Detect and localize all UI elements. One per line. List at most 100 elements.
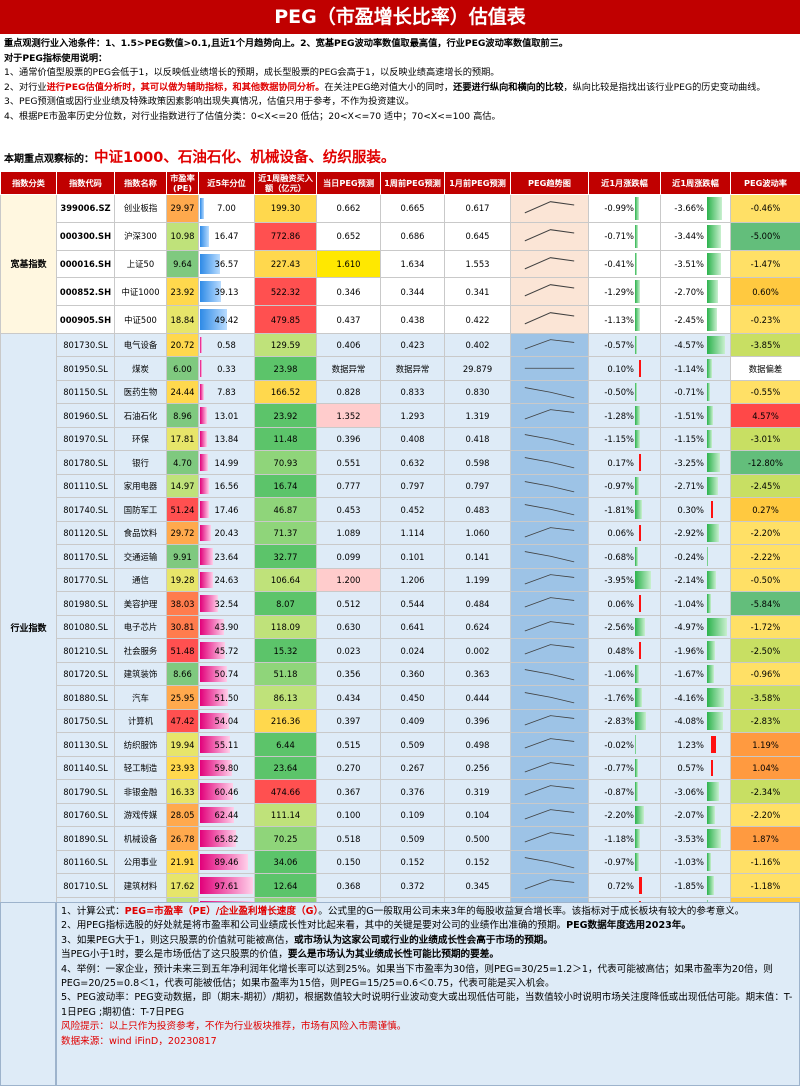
change-1w-value: -3.25% — [674, 457, 704, 468]
peg-today: 0.434 — [316, 685, 381, 710]
column-header: 指数分类 — [0, 171, 57, 195]
rise-bar — [639, 642, 641, 659]
peg-1m: 0.104 — [444, 802, 511, 828]
column-header: 1月前PEG预测 — [444, 171, 511, 195]
change-1w: -1.96% — [660, 638, 731, 663]
percentile-value: 16.47 — [214, 231, 239, 242]
peg-1w: 0.024 — [380, 638, 445, 663]
financing-amount: 16.74 — [254, 473, 317, 499]
percentile-bar — [200, 759, 233, 777]
peg-1w: 1.634 — [380, 249, 445, 279]
index-name: 电子芯片 — [114, 614, 167, 640]
peg-trend-cell — [510, 614, 589, 640]
peg-trend-line — [524, 434, 575, 446]
change-1m-value: -0.97% — [604, 481, 634, 492]
peg-1w: 0.452 — [380, 497, 445, 522]
change-1w-value: -1.67% — [674, 669, 704, 680]
change-1m: -1.29% — [588, 277, 661, 307]
percentile-cell: 55.11 — [198, 732, 255, 757]
peg-1w: 0.450 — [380, 685, 445, 710]
change-1w: -3.53% — [660, 826, 731, 851]
peg-trend-line — [524, 551, 575, 563]
change-1m: -1.28% — [588, 403, 661, 428]
peg-volatility: -3.58% — [730, 685, 800, 710]
change-1w: -3.66% — [660, 194, 731, 223]
index-name: 上证50 — [114, 249, 167, 279]
index-name: 建筑装饰 — [114, 661, 167, 687]
index-code: 801720.SL — [56, 661, 115, 687]
intro-line-4e: ，纵向比较是指找出该行业PEG的历史变动曲线。 — [563, 81, 766, 93]
peg-trend-line — [524, 857, 575, 869]
percentile-cell: 65.82 — [198, 826, 255, 851]
change-1m: -0.87% — [588, 779, 661, 804]
percentile-cell: 24.63 — [198, 567, 255, 593]
change-1w-value: -3.53% — [674, 833, 704, 844]
decline-bar — [635, 476, 639, 496]
decline-bar — [635, 335, 638, 355]
pe-value: 23.92 — [166, 277, 199, 307]
peg-today: 0.100 — [316, 802, 381, 828]
financing-amount: 70.25 — [254, 826, 317, 851]
peg-volatility: 4.57% — [730, 403, 800, 428]
financing-amount: 111.14 — [254, 802, 317, 828]
peg-volatility: -2.20% — [730, 802, 800, 828]
decline-bar — [635, 711, 647, 731]
index-code: 801160.SL — [56, 849, 115, 875]
percentile-cell: 0.58 — [198, 332, 255, 358]
table-row: 000905.SH 中证500 18.84 49.42 479.85 0.437 0.438… — [1, 305, 800, 334]
change-1m: -0.71% — [588, 221, 661, 251]
percentile-bar — [200, 253, 220, 275]
peg-1w: 1.293 — [380, 403, 445, 428]
index-name: 非银金融 — [114, 779, 167, 804]
percentile-value: 7.83 — [217, 387, 236, 398]
financing-amount: 6.44 — [254, 732, 317, 757]
pe-value: 21.91 — [166, 849, 199, 875]
change-1m-value: -1.18% — [604, 833, 634, 844]
index-name: 建筑材料 — [114, 873, 167, 898]
index-name: 煤炭 — [114, 356, 167, 381]
change-1w: -1.15% — [660, 426, 731, 452]
decline-bar — [707, 617, 727, 637]
table-row: 801120.SL 食品饮料 29.72 20.43 71.37 1.089 1.114 1.… — [1, 520, 800, 546]
table-body: 宽基指数 399006.SZ 创业板指 29.97 7.00 199.30 0.662 0.6… — [0, 194, 800, 922]
focus-targets: 本期重点观察标的：中证1000、石油石化、机械设备、纺织服装。 — [4, 148, 395, 170]
pe-value: 20.72 — [166, 332, 199, 358]
decline-bar — [707, 252, 722, 276]
intro-line-2: 对于PEG指标使用说明： — [4, 52, 108, 64]
peg-volatility: 0.60% — [730, 277, 800, 307]
percentile-value: 13.84 — [214, 434, 239, 445]
change-1m-value: -0.97% — [604, 857, 634, 868]
percentile-bar — [200, 736, 230, 753]
financing-amount: 8.07 — [254, 591, 317, 616]
financing-amount: 199.30 — [254, 194, 317, 223]
financing-amount: 70.93 — [254, 450, 317, 475]
peg-1m: 0.152 — [444, 849, 511, 875]
change-1m: 0.06% — [588, 591, 661, 616]
peg-1w: 0.109 — [380, 802, 445, 828]
index-code: 801960.SL — [56, 403, 115, 428]
peg-trend-cell — [510, 450, 589, 475]
percentile-value: 43.90 — [214, 622, 239, 633]
change-1m: -1.81% — [588, 497, 661, 522]
index-name: 游戏传媒 — [114, 802, 167, 828]
peg-today: 0.367 — [316, 779, 381, 804]
focus-label: 本期重点观察标的： — [4, 154, 94, 165]
decline-bar — [635, 570, 651, 590]
note-3d: 要么是市场认为其业绩成长性可能比预期的要差。 — [287, 949, 499, 961]
peg-today: 0.356 — [316, 661, 381, 687]
note-3c: 当PEG小于1时，要么是市场低估了这只股票的价值， — [61, 949, 288, 961]
decline-bar — [707, 429, 712, 449]
peg-trend-cell — [510, 277, 589, 307]
peg-volatility: -2.22% — [730, 544, 800, 569]
pe-value: 47.42 — [166, 708, 199, 734]
decline-bar — [635, 617, 646, 637]
change-1w-value: -4.16% — [674, 692, 704, 703]
percentile-cell: 14.99 — [198, 450, 255, 475]
peg-volatility: -2.45% — [730, 473, 800, 499]
peg-trend-cell — [510, 473, 589, 499]
peg-1m: 0.830 — [444, 379, 511, 405]
decline-bar — [707, 688, 724, 707]
pe-value: 17.62 — [166, 873, 199, 898]
decline-bar — [635, 852, 639, 872]
change-1w: -1.03% — [660, 849, 731, 875]
